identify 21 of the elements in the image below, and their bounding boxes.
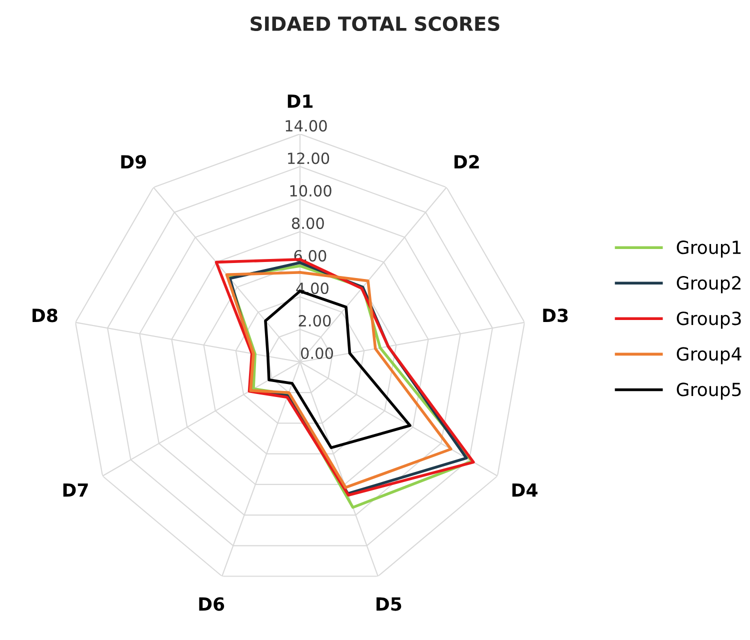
spoke-label: D7 (63, 483, 88, 497)
legend-label: Group5 (676, 382, 741, 400)
spoke-label: D2 (454, 154, 479, 168)
legend-label: Group3 (676, 312, 741, 329)
legend-label: Group4 (676, 347, 742, 364)
chart-title: SIDAED TOTAL SCORES (250, 16, 500, 32)
spoke-label: D1 (288, 94, 313, 108)
y-tick-label: 8.00 (292, 218, 324, 230)
spoke-label: D4 (512, 483, 538, 497)
y-tick-label: 12.00 (288, 152, 330, 164)
legend-label: Group2 (676, 276, 740, 294)
spoke-label: D6 (199, 597, 224, 611)
spoke-label: D8 (32, 308, 58, 322)
y-tick-label: 10.00 (290, 185, 332, 197)
spoke-label: D9 (121, 155, 146, 169)
y-tick-label: 14.00 (286, 120, 327, 132)
spoke-label: D5 (376, 597, 402, 611)
spoke-label: D3 (543, 308, 568, 322)
y-tick-label: 2.00 (298, 314, 331, 327)
legend-label: Group1 (676, 240, 741, 258)
y-tick-label: 0.00 (301, 347, 334, 360)
